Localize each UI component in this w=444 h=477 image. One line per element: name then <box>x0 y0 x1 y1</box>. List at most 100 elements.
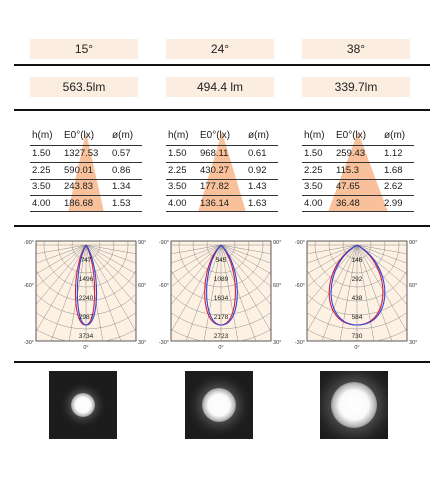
table-rule <box>30 145 142 146</box>
polar-grid-spoke <box>220 244 271 255</box>
polar-grid-spoke <box>171 244 222 275</box>
angle-label: 0° <box>354 345 359 349</box>
table-cell: 3.50 <box>32 181 51 192</box>
angle-header-24: 24° <box>166 39 274 59</box>
polar-grid-spoke <box>185 244 222 341</box>
table-header-row: h(m) E0°(lx) ø(m) <box>30 128 142 144</box>
angle-header-15: 15° <box>30 39 138 59</box>
polar-grid-spoke <box>307 244 358 275</box>
table-rule <box>166 179 278 180</box>
beam-spot-image <box>49 371 117 439</box>
angle-label: 60° <box>409 283 417 289</box>
polar-grid-spoke <box>307 244 358 288</box>
column-header: ø(m) <box>112 130 134 141</box>
table-header-row: h(m) E0°(lx) ø(m) <box>302 128 414 144</box>
table-rule <box>30 162 142 163</box>
polar-grid-spoke <box>85 244 122 341</box>
polar-grid-spoke <box>50 244 87 341</box>
table-cell: 1.34 <box>112 181 131 192</box>
table-row: 4.00 36.48 2.99 <box>302 196 414 212</box>
intensity-label: 2178 <box>214 314 229 321</box>
column-header: E0°(lx) <box>200 130 231 141</box>
angle-label: -60° <box>295 283 305 289</box>
intensity-label: 730 <box>352 333 363 340</box>
column-header: h(m) <box>32 130 53 141</box>
table-cell: 0.92 <box>248 164 267 176</box>
table-row: 1.50 1327.53 0.57 <box>30 146 142 162</box>
intensity-curve-c0 <box>76 244 98 326</box>
column-header: h(m) <box>168 130 189 141</box>
angle-label: -90° <box>295 240 305 246</box>
polar-grid-spoke <box>85 244 136 255</box>
table-rule <box>302 162 414 163</box>
table-cell: 590.01 <box>64 164 94 176</box>
polar-grid-spoke <box>85 244 136 288</box>
lumen-header-24: 494.4 lm <box>166 77 274 97</box>
table-header-row: h(m) E0°(lx) ø(m) <box>166 128 278 144</box>
table-cell: 36.48 <box>336 197 360 209</box>
table-cell: 1.50 <box>168 148 187 159</box>
polar-grid-spoke <box>171 244 222 255</box>
angle-label: -30° <box>159 340 169 346</box>
column-header: ø(m) <box>384 130 406 141</box>
polar-chart-svg: 545 1089 1634 2178 2723 -90° -60° -30° 0° 30° 60° 9… <box>159 240 281 349</box>
table-cell: 2.62 <box>384 181 403 192</box>
polar-intensity-diagram: 747 1496 2240 2987 3734 -90° -60° -30° 0° 30° 60° 9… <box>18 237 154 349</box>
intensity-label: 747 <box>81 257 92 264</box>
angle-label: 30° <box>138 340 146 346</box>
polar-grid-spoke <box>36 244 87 264</box>
polar-grid-spoke <box>68 244 87 341</box>
intensity-label: 1634 <box>214 295 229 302</box>
beam-spot-image <box>185 371 253 439</box>
light-cone-shape <box>328 132 388 212</box>
divider-2 <box>14 109 430 111</box>
intensity-label: 2987 <box>79 314 94 321</box>
table-row: 2.25 590.01 0.86 <box>30 163 142 179</box>
polar-grid-spoke <box>356 244 407 255</box>
column-header: h(m) <box>304 130 325 141</box>
table-rule <box>30 211 142 212</box>
table-cell: 2.25 <box>32 164 51 176</box>
intensity-label: 292 <box>352 276 363 283</box>
polar-grid-spoke <box>203 244 222 341</box>
polar-intensity-diagram: 545 1089 1634 2178 2723 -90° -60° -30° 0° 30° 60° 9… <box>153 237 289 349</box>
polar-grid-spoke <box>307 244 358 255</box>
column-header: E0°(lx) <box>64 130 95 141</box>
table-cell: 4.00 <box>168 197 187 209</box>
polar-grid-spoke <box>85 244 136 275</box>
table-cell: 1.50 <box>32 148 51 159</box>
table-rule <box>30 179 142 180</box>
polar-grid-spoke <box>171 244 222 288</box>
intensity-label: 2240 <box>79 295 94 302</box>
light-spot <box>202 388 236 422</box>
intensity-curve-c0 <box>206 244 238 326</box>
illuminance-table: h(m) E0°(lx) ø(m) 1.50 968.11 0.61 2.25 430.27 0… <box>166 126 278 216</box>
table-cell: 0.57 <box>112 148 131 159</box>
table-cell: 186.68 <box>64 197 94 209</box>
polar-chart-svg: 747 1496 2240 2987 3734 -90° -60° -30° 0° 30° 60° 9… <box>24 240 146 349</box>
table-cell: 1327.53 <box>64 148 99 159</box>
angle-label: 30° <box>273 340 281 346</box>
polar-grid-spoke <box>85 244 136 305</box>
table-cell: 1.50 <box>304 148 323 159</box>
intensity-label: 2723 <box>214 333 229 340</box>
polar-grid-spoke <box>220 244 271 305</box>
illuminance-table: h(m) E0°(lx) ø(m) 1.50 259.43 1.12 2.25 115.3 1.… <box>302 126 414 216</box>
angle-label: -60° <box>24 283 34 289</box>
polar-grid-spoke <box>356 244 407 288</box>
light-cone-shape <box>68 132 104 212</box>
table-cell: 4.00 <box>32 197 51 209</box>
polar-grid-spoke <box>220 244 271 275</box>
table-cell: 1.53 <box>112 197 131 209</box>
polar-intensity-diagram: 146 292 438 584 730 -90° -60° -30° 0° 30° 60° 90° <box>289 237 425 349</box>
table-cell: 47.65 <box>336 181 360 192</box>
angle-label: -30° <box>295 340 305 346</box>
table-row: 3.50 243.83 1.34 <box>30 179 142 195</box>
table-cell: 2.99 <box>384 197 403 209</box>
intensity-label: 438 <box>352 295 363 302</box>
polar-grid-spoke <box>220 244 271 333</box>
polar-grid-spoke <box>36 244 87 275</box>
intensity-label: 1496 <box>79 276 94 283</box>
polar-grid-spoke <box>307 244 358 264</box>
polar-grid-spoke <box>220 244 239 341</box>
